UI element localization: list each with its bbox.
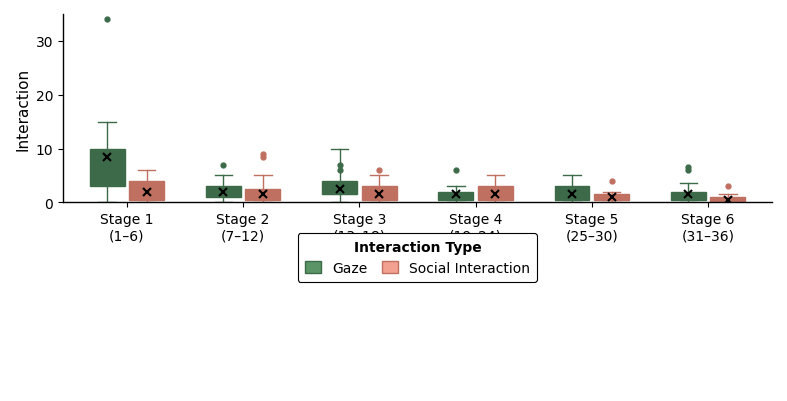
- PathPatch shape: [129, 181, 164, 200]
- Legend: Gaze, Social Interaction: Gaze, Social Interaction: [297, 233, 538, 282]
- PathPatch shape: [711, 197, 745, 203]
- PathPatch shape: [246, 189, 280, 200]
- PathPatch shape: [438, 192, 473, 200]
- Y-axis label: Interaction: Interaction: [15, 67, 30, 150]
- PathPatch shape: [671, 192, 706, 200]
- PathPatch shape: [362, 187, 397, 200]
- PathPatch shape: [206, 187, 241, 197]
- PathPatch shape: [322, 181, 357, 195]
- PathPatch shape: [555, 187, 589, 200]
- PathPatch shape: [478, 187, 513, 200]
- PathPatch shape: [90, 149, 124, 187]
- PathPatch shape: [594, 195, 629, 200]
